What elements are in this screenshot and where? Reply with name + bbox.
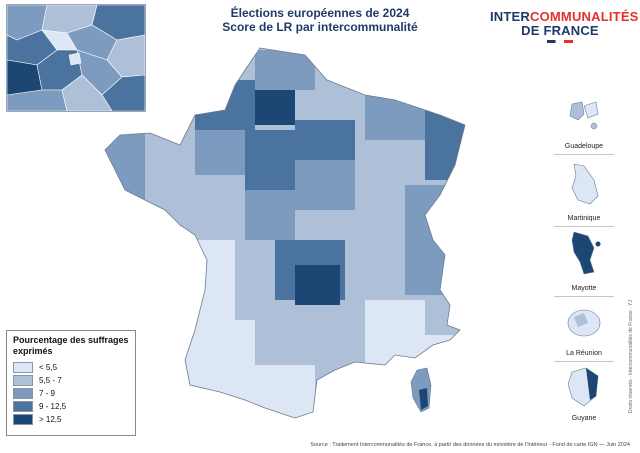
logo-tricolor-bar	[547, 40, 573, 43]
legend-label: < 5,5	[39, 363, 58, 372]
martinique-label: Martinique	[567, 215, 601, 222]
logo-inter: INTER	[490, 9, 530, 24]
logo-communalites: COMMUNALITÉS	[530, 9, 639, 24]
mayotte-shape	[571, 231, 601, 275]
martinique-shape	[571, 163, 599, 205]
legend-item: 7 - 9	[13, 387, 135, 400]
paris-inset-map	[6, 4, 146, 112]
legend-item: > 12,5	[13, 413, 135, 426]
source-note: Source : Traitement Intercommunalités de…	[310, 442, 630, 448]
logo-de-france: DE FRANCE	[521, 23, 599, 38]
legend-item: < 5,5	[13, 361, 135, 374]
legend-label: > 12,5	[39, 415, 62, 424]
inset-la-reunion: La Réunion	[548, 303, 620, 362]
guyane-label: Guyane	[571, 415, 597, 422]
map-title: Élections européennes de 2024 Score de L…	[150, 6, 490, 34]
inset-guyane: Guyane	[548, 366, 620, 422]
map-legend: Pourcentage des suffrages exprimés < 5,5…	[6, 330, 136, 436]
la-reunion-shape	[567, 309, 601, 337]
guadeloupe-shape	[569, 101, 599, 130]
legend-label: 9 - 12,5	[39, 402, 67, 411]
intercommunalites-logo: INTERCOMMUNALITÉS DE FRANCE	[490, 9, 638, 43]
legend-item: 9 - 12,5	[13, 400, 135, 413]
legend-swatch	[13, 388, 33, 399]
la-reunion-label: La Réunion	[566, 350, 602, 357]
legend-label: 7 - 9	[39, 389, 56, 398]
legend-swatch	[13, 401, 33, 412]
paris-inset-svg	[7, 5, 145, 111]
guadeloupe-label: Guadeloupe	[564, 143, 604, 150]
rights-note: Droits réservés - Intercommunalités de F…	[628, 300, 634, 414]
mayotte-label: Mayotte	[571, 285, 597, 292]
guyane-shape	[567, 367, 599, 407]
legend-title: Pourcentage des suffrages exprimés	[13, 335, 129, 356]
legend-swatch	[13, 362, 33, 373]
title-line-2: Score de LR par intercommunalité	[222, 20, 418, 34]
legend-swatch	[13, 375, 33, 386]
inset-martinique: Martinique	[548, 160, 620, 227]
inset-guadeloupe: Guadeloupe	[548, 96, 620, 155]
france-choropleth-map	[104, 47, 466, 419]
legend-item: 5,5 - 7	[13, 374, 135, 387]
title-line-1: Élections européennes de 2024	[230, 6, 410, 20]
legend-label: 5,5 - 7	[39, 376, 62, 385]
legend-swatch	[13, 414, 33, 425]
inset-mayotte: Mayotte	[548, 228, 620, 297]
